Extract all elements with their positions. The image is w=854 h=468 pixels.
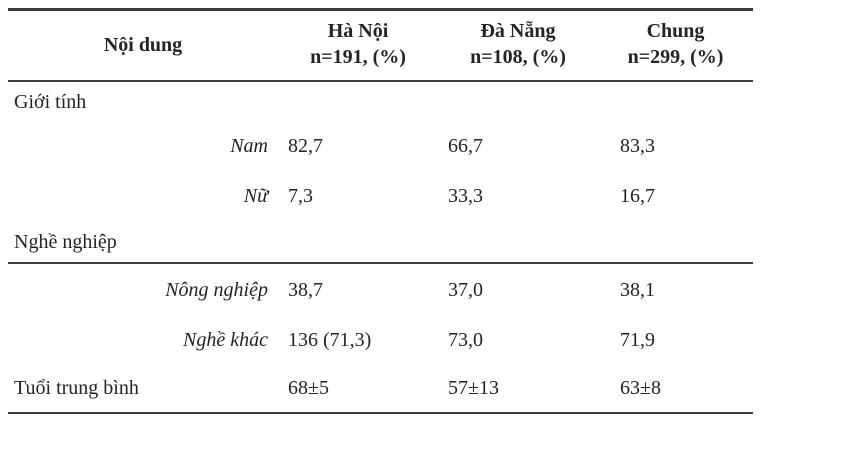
- cell-danang: 73,0: [448, 328, 483, 351]
- row-label: Nghề nghiệp: [14, 230, 117, 253]
- cell-danang: 37,0: [448, 278, 483, 301]
- cell-chung: 16,7: [620, 184, 655, 207]
- cell-danang: 66,7: [448, 134, 483, 157]
- table-row-nong-nghiep: Nông nghiệp 38,7 37,0 38,1: [8, 264, 753, 316]
- row-label: Nghề khác: [183, 328, 268, 351]
- row-label: Nông nghiệp: [165, 278, 268, 301]
- table-row-nu: Nữ 7,3 33,3 16,7: [8, 170, 753, 222]
- header-chung-name: Chung: [646, 19, 705, 42]
- header-hanoi-n: n=191, (%): [310, 46, 406, 69]
- header-chung-n: n=299, (%): [627, 46, 724, 69]
- row-label: Giới tính: [14, 90, 87, 113]
- row-label: Nữ: [243, 184, 268, 207]
- table-row-gioi-tinh: Giới tính: [8, 82, 753, 122]
- header-content-column: Nội dung: [103, 34, 183, 56]
- table-row-nghe-nghiep: Nghề nghiệp: [8, 222, 753, 264]
- header-hanoi-name: Hà Nội: [327, 19, 389, 42]
- cell-chung: 83,3: [620, 134, 655, 157]
- table-row-nghe-khac: Nghề khác 136 (71,3) 73,0 71,9: [8, 316, 753, 364]
- cell-chung: 71,9: [620, 328, 655, 351]
- cell-hanoi: 38,7: [288, 278, 323, 301]
- header-danang-column: Đà Nẵng n=108, (%): [438, 11, 598, 80]
- table-row-nam: Nam 82,7 66,7 83,3: [8, 122, 753, 170]
- cell-hanoi: 82,7: [288, 134, 323, 157]
- cell-chung: 38,1: [620, 278, 655, 301]
- row-label: Tuổi trung bình: [14, 376, 139, 399]
- cell-chung: 63±8: [620, 376, 661, 399]
- header-hanoi-column: Hà Nội n=191, (%): [278, 11, 438, 80]
- table-row-tuoi-trung-binh: Tuổi trung bình 68±5 57±13 63±8: [8, 364, 753, 414]
- cell-hanoi: 68±5: [288, 376, 329, 399]
- table-header-row: Nội dung Hà Nội n=191, (%) Đà Nẵng n=108…: [8, 8, 753, 82]
- cell-danang: 57±13: [448, 376, 499, 399]
- cell-danang: 33,3: [448, 184, 483, 207]
- header-danang-name: Đà Nẵng: [480, 19, 556, 42]
- statistics-table: Nội dung Hà Nội n=191, (%) Đà Nẵng n=108…: [8, 8, 753, 414]
- header-danang-n: n=108, (%): [470, 46, 566, 69]
- row-label: Nam: [230, 134, 268, 157]
- cell-hanoi: 136 (71,3): [288, 328, 372, 351]
- cell-hanoi: 7,3: [288, 184, 313, 207]
- header-chung-column: Chung n=299, (%): [598, 11, 753, 80]
